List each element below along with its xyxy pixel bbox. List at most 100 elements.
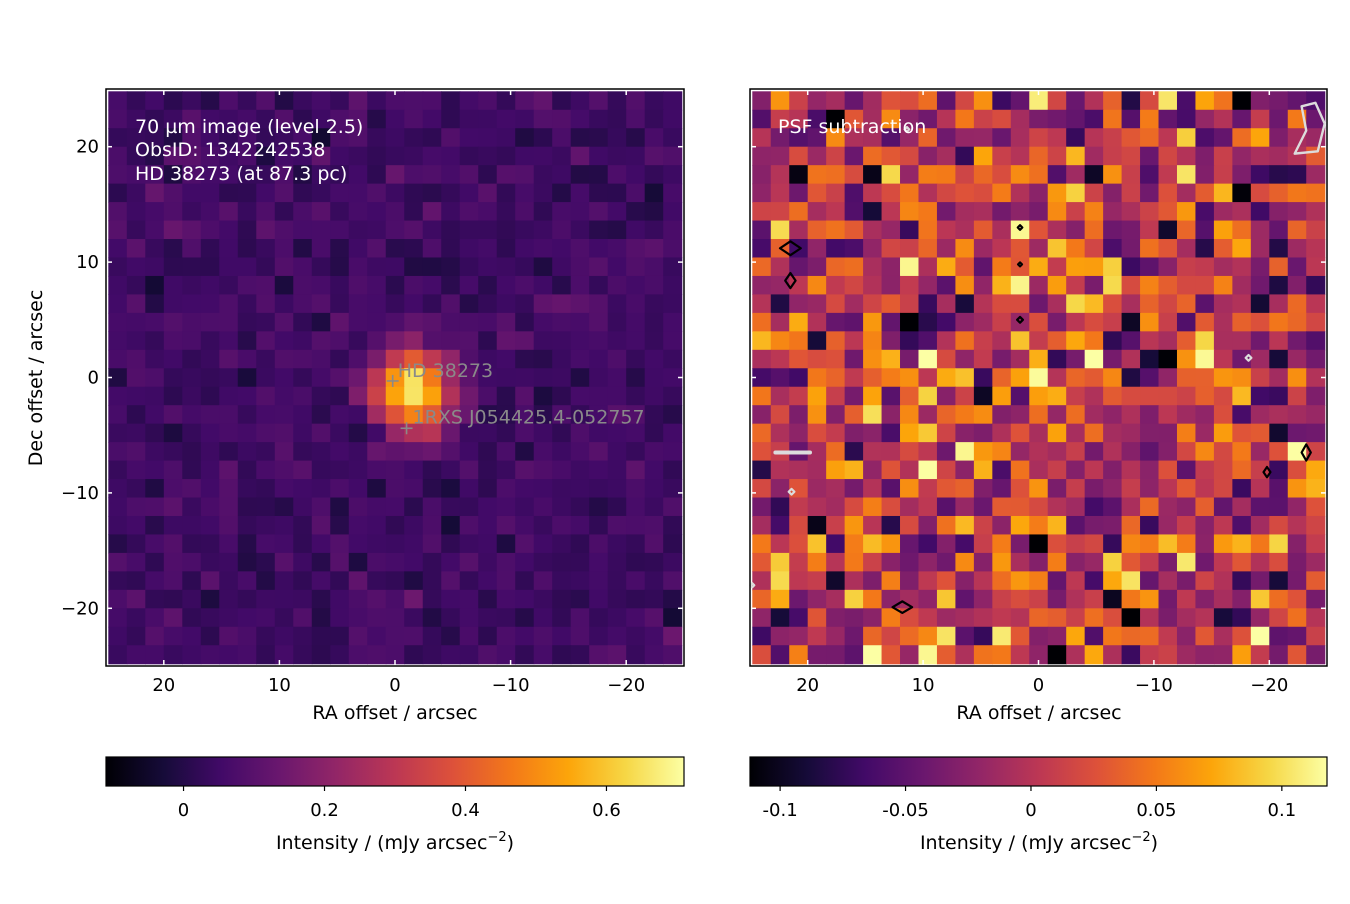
heatmap-pixel xyxy=(936,128,957,148)
heatmap-pixel xyxy=(1047,626,1067,646)
heatmap-pixel xyxy=(807,552,827,572)
left-x-tick-label: 0 xyxy=(389,675,400,696)
heatmap-pixel xyxy=(1306,220,1326,240)
positive-contour xyxy=(1262,465,1272,479)
heatmap-pixel xyxy=(1158,257,1178,277)
heatmap-pixel xyxy=(1047,183,1067,203)
heatmap-pixel xyxy=(145,552,165,572)
heatmap-pixel xyxy=(955,220,975,240)
heatmap-pixel xyxy=(515,515,535,536)
heatmap-pixel xyxy=(441,423,461,443)
heatmap-pixel xyxy=(826,331,846,351)
heatmap-pixel xyxy=(1158,109,1178,129)
negative-contour xyxy=(787,487,796,496)
heatmap-pixel xyxy=(145,294,165,314)
heatmap-pixel xyxy=(863,552,883,572)
heatmap-pixel xyxy=(330,331,350,351)
heatmap-pixel xyxy=(126,442,146,462)
heatmap-pixel xyxy=(219,534,239,554)
heatmap-pixel xyxy=(626,423,646,443)
heatmap-pixel xyxy=(1029,386,1049,406)
heatmap-pixel xyxy=(441,442,461,462)
heatmap-pixel xyxy=(663,183,683,203)
heatmap-pixel xyxy=(1121,405,1141,425)
heatmap-pixel xyxy=(256,109,276,129)
heatmap-pixel xyxy=(918,109,938,129)
heatmap-pixel xyxy=(311,626,331,646)
heatmap-pixel xyxy=(663,552,683,572)
heatmap-pixel xyxy=(1306,349,1326,369)
heatmap-pixel xyxy=(881,312,901,332)
heatmap-pixel xyxy=(367,368,387,388)
heatmap-pixel xyxy=(1232,368,1252,388)
heatmap-pixel xyxy=(918,552,938,572)
heatmap-pixel xyxy=(807,571,827,591)
heatmap-pixel xyxy=(126,534,146,554)
heatmap-pixel xyxy=(441,405,461,425)
heatmap-pixel xyxy=(844,349,864,369)
heatmap-pixel xyxy=(330,534,350,554)
heatmap-pixel xyxy=(311,460,331,480)
heatmap-pixel xyxy=(330,239,350,259)
heatmap-pixel xyxy=(1066,608,1086,628)
heatmap-pixel xyxy=(348,405,368,425)
heatmap-pixel xyxy=(881,442,901,462)
heatmap-pixel xyxy=(955,257,975,277)
heatmap-pixel xyxy=(330,368,350,388)
heatmap-pixel xyxy=(1176,589,1197,609)
heatmap-pixel xyxy=(918,220,938,240)
heatmap-pixel xyxy=(1232,183,1252,203)
heatmap-pixel xyxy=(1213,331,1233,351)
heatmap-pixel xyxy=(1066,109,1086,129)
heatmap-pixel xyxy=(293,423,313,443)
heatmap-pixel xyxy=(1269,589,1289,609)
heatmap-pixel xyxy=(570,460,590,480)
heatmap-pixel xyxy=(274,368,294,388)
heatmap-pixel xyxy=(589,146,609,166)
heatmap-pixel xyxy=(219,552,239,572)
heatmap-pixel xyxy=(478,460,498,480)
heatmap-pixel xyxy=(807,497,827,517)
heatmap-pixel xyxy=(385,202,405,222)
heatmap-pixel xyxy=(422,128,442,148)
heatmap-pixel xyxy=(1250,552,1270,572)
heatmap-pixel xyxy=(385,331,405,351)
heatmap-pixel xyxy=(918,608,938,628)
heatmap-pixel xyxy=(200,608,220,628)
heatmap-pixel xyxy=(992,275,1012,296)
heatmap-pixel xyxy=(789,257,809,277)
heatmap-pixel xyxy=(770,220,790,240)
heatmap-pixel xyxy=(826,497,846,517)
heatmap-pixel xyxy=(441,534,461,554)
heatmap-pixel xyxy=(274,534,294,554)
heatmap-pixel xyxy=(1066,589,1086,609)
heatmap-pixel xyxy=(1158,146,1178,166)
heatmap-pixel xyxy=(789,386,809,406)
heatmap-pixel xyxy=(237,497,257,517)
heatmap-pixel xyxy=(1084,571,1104,591)
left-colorbar-label-prefix: Intensity / (mJy arcsec xyxy=(276,832,488,854)
heatmap-pixel xyxy=(789,460,809,480)
heatmap-pixel xyxy=(607,331,627,351)
heatmap-pixel xyxy=(145,626,165,646)
heatmap-pixel xyxy=(589,331,609,351)
heatmap-pixel xyxy=(826,423,846,443)
heatmap-pixel xyxy=(1269,349,1289,369)
heatmap-pixel xyxy=(108,534,128,554)
heatmap-pixel xyxy=(311,91,331,111)
heatmap-pixel xyxy=(973,497,993,517)
heatmap-pixel xyxy=(145,368,165,388)
heatmap-pixel xyxy=(1010,626,1030,646)
heatmap-pixel xyxy=(663,589,683,609)
heatmap-pixel xyxy=(515,589,535,609)
heatmap-pixel xyxy=(311,368,331,388)
heatmap-pixel xyxy=(863,571,883,591)
heatmap-pixel xyxy=(1047,571,1067,591)
heatmap-pixel xyxy=(1066,552,1086,572)
heatmap-pixel xyxy=(1029,368,1049,388)
heatmap-pixel xyxy=(863,368,883,388)
heatmap-pixel xyxy=(1029,589,1049,609)
heatmap-pixel xyxy=(404,626,424,646)
heatmap-pixel xyxy=(1121,312,1141,332)
